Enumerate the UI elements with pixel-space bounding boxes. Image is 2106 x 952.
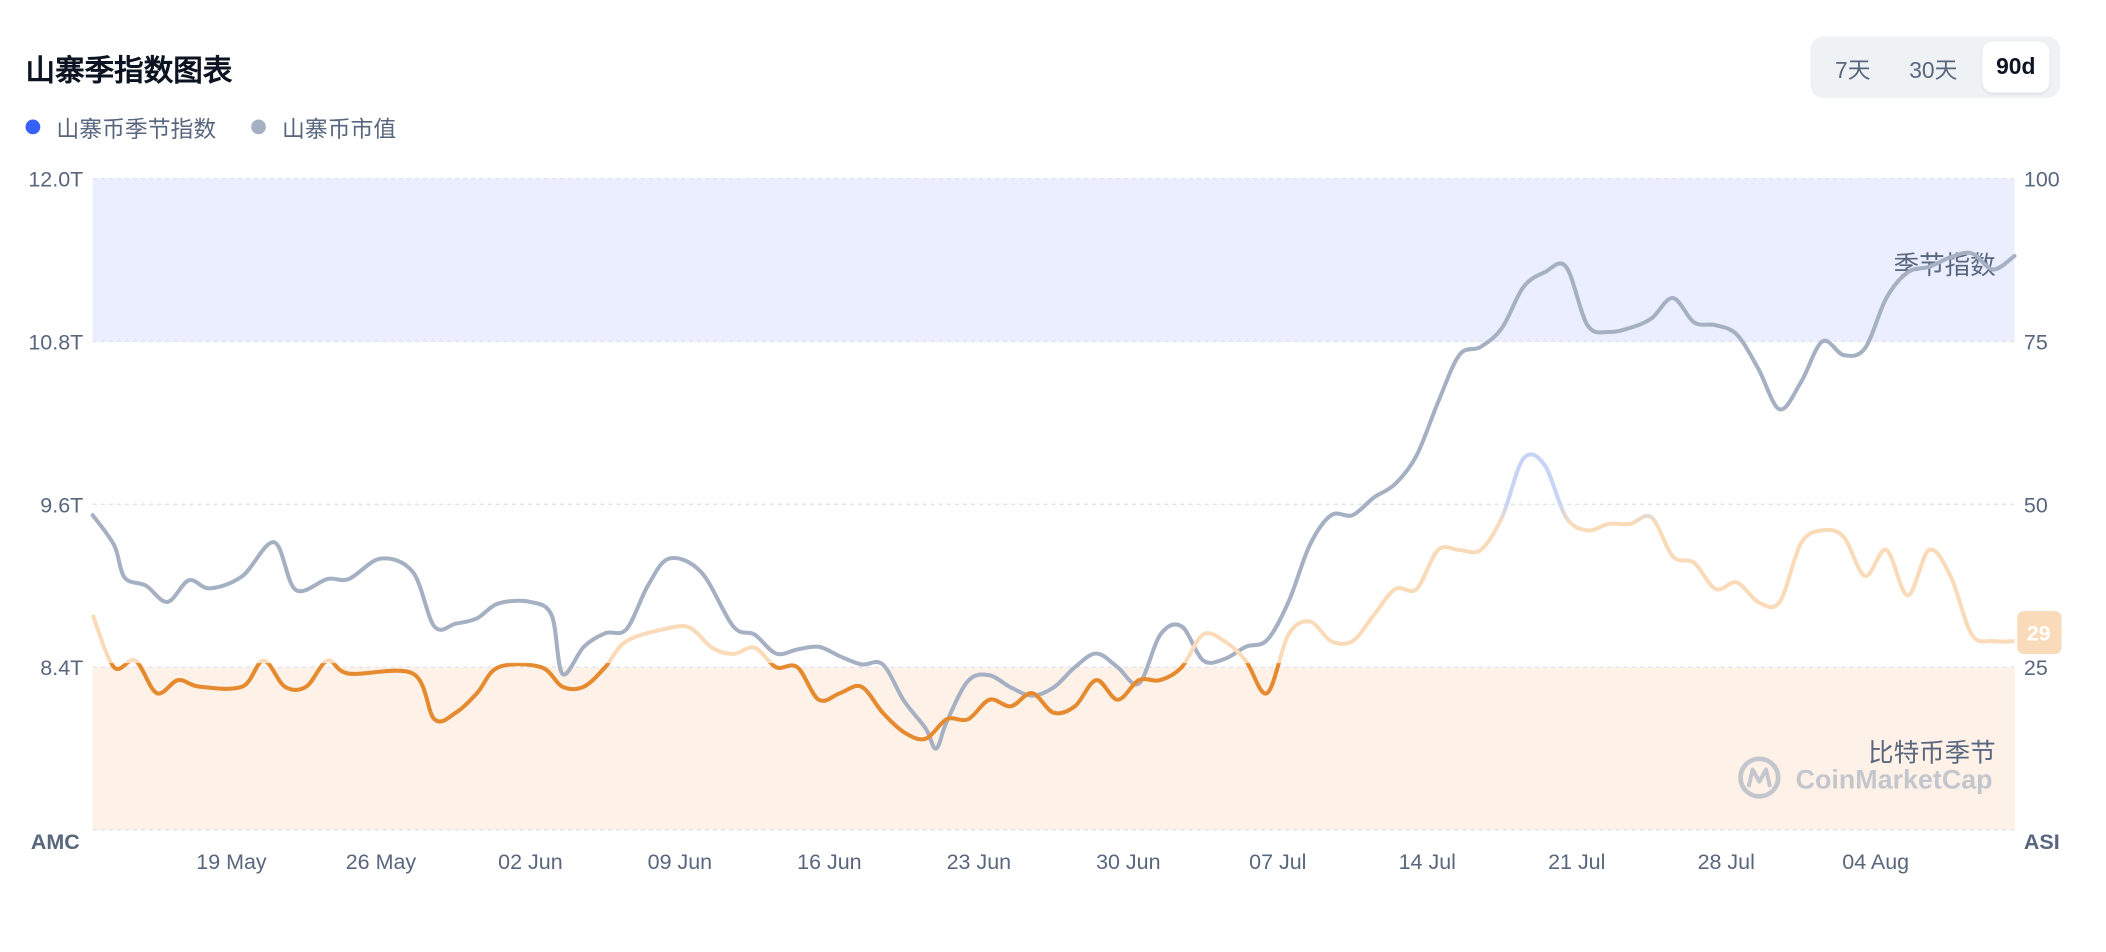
left-tick-label: 12.0T — [28, 168, 83, 192]
chart-legend: 山寨币季节指数 山寨币市值 — [25, 110, 432, 144]
left-tick-label: 9.6T — [40, 493, 83, 517]
current-index-value: 29 — [2027, 622, 2051, 646]
x-tick-label: 16 Jun — [797, 850, 861, 874]
right-tick-label: 25 — [2024, 656, 2048, 680]
bitcoin-season-label: 比特币季节 — [1868, 739, 1996, 767]
x-tick-label: 26 May — [346, 850, 417, 874]
coinmarketcap-watermark: CoinMarketCap — [1738, 756, 1993, 799]
right-tick-label: 50 — [2024, 493, 2048, 517]
chart-title: 山寨季指数图表 — [25, 53, 233, 88]
right-axis-name: ASI — [2024, 830, 2060, 854]
x-tick-label: 23 Jun — [947, 850, 1011, 874]
x-tick-label: 21 Jul — [1548, 850, 1605, 874]
x-tick-label: 02 Jun — [498, 850, 562, 874]
legend-label: 山寨币季节指数 — [56, 116, 217, 143]
right-tick-label: 100 — [2024, 168, 2060, 192]
range-7d-button[interactable]: 7天 — [1835, 57, 1871, 83]
range-30d-button[interactable]: 30天 — [1909, 57, 1958, 83]
altseason-index-series — [90, 452, 2015, 742]
left-axis-name: AMC — [31, 830, 80, 854]
altcoin-season-label: 季节指数 — [1894, 252, 1996, 280]
x-tick-label: 09 Jun — [648, 850, 712, 874]
time-range-toggle: 7天 30天 90d — [1810, 36, 2061, 99]
x-axis-ticks: 19 May 26 May 02 Jun 09 Jun 16 Jun 23 Jun 30 J… — [196, 850, 1909, 874]
x-tick-label: 04 Aug — [1842, 850, 1909, 874]
left-tick-label: 10.8T — [28, 331, 83, 355]
current-index-badge: 29 — [2017, 611, 2062, 655]
altcoin-market-cap-line — [90, 250, 2017, 751]
x-tick-label: 19 May — [196, 850, 267, 874]
grid-lines — [92, 177, 2015, 831]
altcoin-season-zone — [92, 178, 2015, 342]
right-axis-ticks: 100 75 50 25 — [2024, 168, 2060, 681]
legend-dot-icon — [25, 119, 41, 135]
left-axis-ticks: 12.0T 10.8T 9.6T 8.4T — [28, 168, 83, 681]
bitcoin-season-zone — [92, 667, 2015, 830]
left-tick-label: 8.4T — [40, 656, 83, 680]
x-tick-label: 28 Jul — [1698, 850, 1755, 874]
x-tick-label: 30 Jun — [1096, 850, 1160, 874]
legend-item-altseason-index[interactable]: 山寨币季节指数 — [25, 110, 217, 144]
legend-dot-icon — [251, 119, 266, 135]
legend-item-altcoin-market-cap[interactable]: 山寨币市值 — [251, 110, 396, 144]
altseason-index-line-lower — [108, 663, 1281, 742]
x-tick-label: 07 Jul — [1249, 850, 1306, 874]
watermark-text: CoinMarketCap — [1796, 764, 1993, 794]
right-tick-label: 75 — [2024, 331, 2048, 355]
range-90d-button[interactable]: 90d — [1982, 41, 2049, 93]
x-tick-label: 14 Jul — [1399, 850, 1456, 874]
legend-label: 山寨币市值 — [282, 116, 397, 143]
coinmarketcap-logo-icon — [1738, 756, 1781, 799]
